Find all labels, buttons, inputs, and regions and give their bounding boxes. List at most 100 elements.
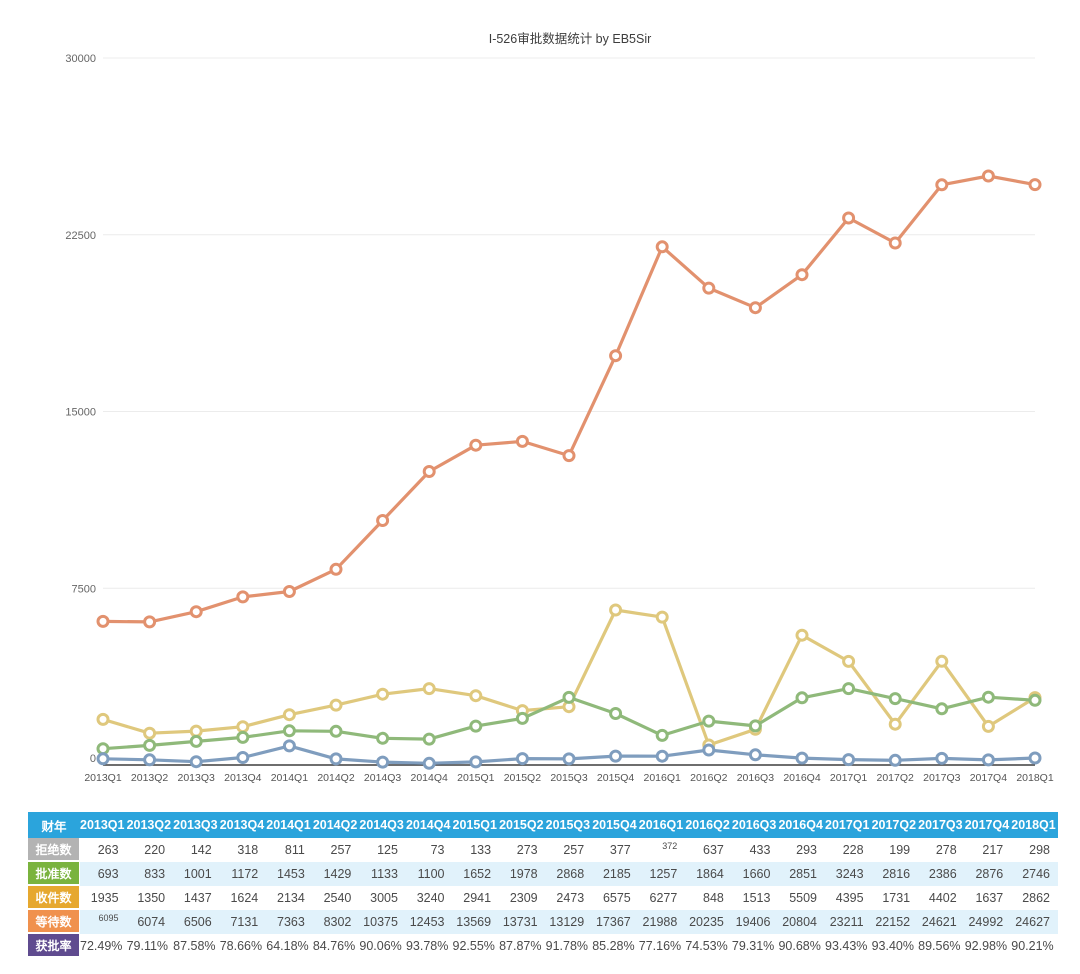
line-chart: 0 7500 15000 22500 30000 2013Q1 2013Q2 2013Q3 20… — [65, 53, 1053, 784]
value-cell-rejected: 298 — [1011, 838, 1058, 862]
table-header-quarter: 2013Q4 — [219, 812, 267, 838]
value-cell-received: 2540 — [312, 886, 360, 910]
value-cell-approval-rate: 90.06% — [359, 934, 406, 958]
y-axis-label: 0 — [90, 753, 96, 765]
x-axis-label: 2016Q4 — [783, 772, 821, 784]
y-axis-label: 7500 — [72, 583, 96, 595]
data-point-received — [143, 726, 157, 740]
x-axis-label: 2013Q1 — [84, 772, 122, 784]
value-cell-received: 3240 — [405, 886, 453, 910]
data-point-pending — [515, 434, 529, 448]
value-cell-rejected: 125 — [359, 838, 406, 862]
value-cell-rejected: 377 — [592, 838, 639, 862]
value-cell-pending: 13569 — [452, 910, 500, 934]
value-cell-pending: 13731 — [499, 910, 546, 934]
data-point-rejected — [702, 743, 716, 757]
table-header-quarter: 2015Q1 — [452, 812, 500, 838]
data-point-approved — [981, 690, 995, 704]
value-cell-rejected: 133 — [452, 838, 500, 862]
value-cell-rejected: 372 — [638, 838, 686, 862]
value-cell-rejected: 433 — [731, 838, 779, 862]
value-cell-approval-rate: 93.78% — [405, 934, 453, 958]
value-cell-received: 6575 — [592, 886, 639, 910]
value-cell-approval-rate: 92.55% — [452, 934, 500, 958]
table-header-quarter: 2015Q4 — [592, 812, 639, 838]
data-point-pending — [702, 281, 716, 295]
data-point-pending — [469, 438, 483, 452]
data-point-rejected — [935, 751, 949, 765]
value-cell-rejected: 273 — [499, 838, 546, 862]
value-cell-received: 3005 — [359, 886, 406, 910]
data-point-rejected — [1028, 751, 1042, 765]
table-header-quarter: 2015Q3 — [545, 812, 593, 838]
data-point-rejected — [888, 753, 902, 767]
data-point-received — [795, 628, 809, 642]
data-point-approved — [1028, 693, 1042, 707]
value-cell-received: 1513 — [731, 886, 779, 910]
data-point-pending — [888, 236, 902, 250]
data-point-approved — [748, 719, 762, 733]
value-cell-pending: 10375 — [359, 910, 406, 934]
value-cell-approval-rate: 92.98% — [964, 934, 1012, 958]
table-header-quarter: 2017Q4 — [964, 812, 1012, 838]
value-superscript: 6095 — [98, 913, 119, 923]
x-axis-label: 2015Q1 — [457, 772, 495, 784]
data-point-pending — [981, 169, 995, 183]
data-point-pending — [376, 514, 390, 527]
value-cell-approval-rate: 84.76% — [312, 934, 360, 958]
table-header-quarter: 2016Q4 — [778, 812, 825, 838]
data-point-received — [842, 654, 856, 668]
value-cell-pending: 23211 — [825, 910, 872, 934]
value-cell-approval-rate: 79.31% — [731, 934, 779, 958]
value-cell-pending: 19406 — [731, 910, 779, 934]
x-axis-label: 2015Q4 — [597, 772, 635, 784]
value-cell-approved: 3243 — [825, 862, 872, 886]
chart-title: I-526审批数据统计 by EB5Sir — [488, 32, 652, 46]
value-cell-approved: 1978 — [499, 862, 546, 886]
value-cell-pending: 24627 — [1011, 910, 1058, 934]
table-header-quarter: 2015Q2 — [499, 812, 546, 838]
value-cell-pending: 7131 — [219, 910, 267, 934]
x-axis-label: 2015Q3 — [550, 772, 588, 784]
x-axis-label: 2017Q3 — [923, 772, 961, 784]
value-cell-pending: 24621 — [918, 910, 965, 934]
value-cell-rejected: 142 — [173, 838, 220, 862]
value-cell-rejected: 811 — [266, 838, 313, 862]
x-axis-label: 2017Q2 — [877, 772, 915, 784]
value-cell-approved: 2876 — [964, 862, 1012, 886]
data-point-rejected — [562, 752, 576, 766]
value-cell-approved: 1660 — [731, 862, 779, 886]
value-cell-rejected: 318 — [219, 838, 267, 862]
value-cell-received: 1731 — [871, 886, 919, 910]
x-axis-label: 2016Q1 — [644, 772, 682, 784]
table-header-quarter: 2013Q2 — [126, 812, 174, 838]
value-cell-pending: 6506 — [173, 910, 220, 934]
table-header-quarter: 2014Q3 — [359, 812, 406, 838]
data-point-received — [888, 717, 902, 731]
x-axis-label: 2016Q2 — [690, 772, 728, 784]
value-cell-rejected: 257 — [312, 838, 360, 862]
x-axis-label: 2017Q4 — [970, 772, 1008, 784]
data-point-rejected — [515, 752, 529, 766]
table-row-rejected: 拒绝数 263 220 142 318 811 257 125 73 133 273 257 377 37… — [28, 838, 1058, 862]
data-point-received — [981, 719, 995, 733]
value-cell-rejected: 199 — [871, 838, 919, 862]
data-point-rejected — [282, 739, 296, 753]
value-cell-approval-rate: 90.68% — [778, 934, 825, 958]
value-cell-approval-rate: 89.56% — [918, 934, 965, 958]
x-axis-label: 2016Q3 — [737, 772, 775, 784]
data-point-pending — [562, 449, 576, 463]
data-point-approved — [795, 691, 809, 705]
data-point-rejected — [981, 753, 995, 767]
value-cell-approval-rate: 90.21% — [1011, 934, 1058, 958]
data-point-rejected — [96, 752, 110, 766]
value-cell-received: 1437 — [173, 886, 220, 910]
value-cell-approval-rate: 91.78% — [545, 934, 593, 958]
data-point-received — [609, 603, 623, 617]
value-cell-pending: 7363 — [266, 910, 313, 934]
data-point-approved — [422, 732, 436, 746]
table-row-received: 收件数 1935 1350 1437 1624 2134 2540 3005 3240 2941 2… — [28, 886, 1058, 910]
table-header-quarter: 2018Q1 — [1011, 812, 1058, 838]
row-label-approval-rate: 获批率 — [28, 934, 80, 958]
